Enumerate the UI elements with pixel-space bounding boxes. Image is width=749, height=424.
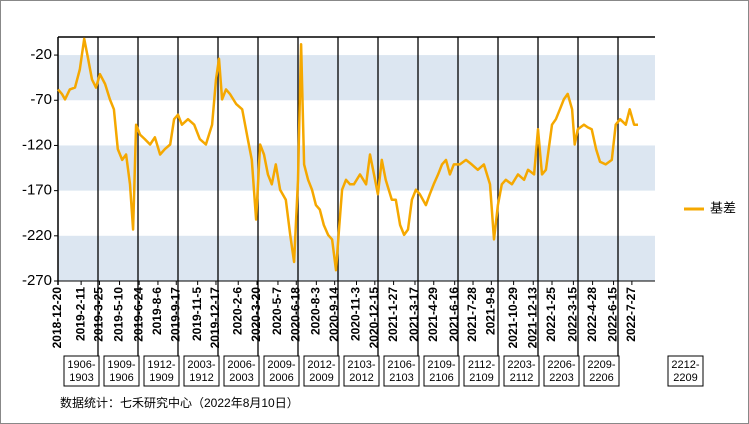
contract-box bbox=[103, 355, 140, 387]
x-tick-label: 2018-12-20 bbox=[50, 287, 64, 349]
x-tick-label: 2020-12-15 bbox=[367, 287, 381, 349]
x-tick-label: 2020-9-14 bbox=[327, 287, 341, 342]
contract-label: 2206-2203 bbox=[547, 359, 575, 384]
x-tick-label: 2019-8-6 bbox=[150, 287, 164, 335]
contract-box bbox=[303, 355, 340, 387]
contract-box bbox=[223, 355, 260, 387]
series-line bbox=[57, 37, 638, 272]
y-tick-label: -270 bbox=[22, 272, 52, 289]
contract-label: 1906-1903 bbox=[67, 359, 95, 384]
contract-box bbox=[343, 355, 380, 387]
contract-box bbox=[183, 355, 220, 387]
y-tick-label: -220 bbox=[22, 227, 52, 244]
contract-box bbox=[63, 355, 100, 387]
x-tick-label: 2019-9-17 bbox=[168, 287, 182, 342]
y-tick-label: -170 bbox=[22, 182, 52, 199]
band bbox=[58, 55, 655, 101]
legend-label: 基差 bbox=[710, 200, 736, 215]
x-tick-label: 2019-5-10 bbox=[112, 287, 126, 342]
x-tick-label: 2019-11-5 bbox=[190, 287, 204, 341]
x-tick-label: 2019-3-25 bbox=[92, 287, 106, 342]
x-tick-label: 2022-6-15 bbox=[606, 287, 620, 342]
contract-box bbox=[503, 355, 540, 387]
x-tick-label: 2021-3-17 bbox=[407, 287, 421, 342]
contract-label: 1912-1909 bbox=[147, 359, 175, 384]
x-tick-label: 2021-9-8 bbox=[484, 287, 498, 335]
x-tick-label: 2020-8-3 bbox=[309, 287, 323, 335]
contract-box bbox=[383, 355, 420, 387]
contract-label: 2212-2209 bbox=[671, 359, 699, 384]
x-tick-label: 2021-1-27 bbox=[386, 287, 400, 342]
x-tick-label: 2020-3-20 bbox=[249, 287, 263, 342]
contract-box bbox=[463, 355, 500, 387]
contract-label: 2006-2003 bbox=[227, 359, 255, 384]
x-tick-label: 2019-2-11 bbox=[73, 287, 87, 341]
contract-label: 2106-2103 bbox=[387, 359, 415, 384]
y-tick-label: -120 bbox=[22, 136, 52, 153]
contract-label: 2009-2006 bbox=[267, 359, 295, 384]
band bbox=[58, 235, 655, 281]
contract-box bbox=[423, 355, 460, 387]
band bbox=[58, 145, 655, 191]
x-tick-label: 2021-10-29 bbox=[506, 287, 520, 349]
contract-label: 2012-2009 bbox=[307, 359, 335, 384]
x-tick-label: 2022-1-25 bbox=[544, 287, 558, 342]
contract-box bbox=[143, 355, 180, 387]
x-tick-label: 2022-7-27 bbox=[624, 287, 638, 342]
contract-label: 2209-2206 bbox=[587, 359, 615, 384]
x-tick-label: 2022-4-28 bbox=[585, 287, 599, 342]
contract-label: 2112-2109 bbox=[468, 359, 496, 384]
x-tick-label: 2022-3-15 bbox=[566, 287, 580, 342]
x-tick-label: 2021-4-29 bbox=[426, 287, 440, 342]
x-tick-label: 2019-12-17 bbox=[208, 287, 222, 349]
x-tick-label: 2020-5-7 bbox=[270, 287, 284, 335]
x-tick-label: 2021-7-28 bbox=[465, 287, 479, 342]
contract-label: 1909-1906 bbox=[107, 359, 135, 384]
contract-label: 2003-1912 bbox=[187, 359, 215, 384]
contract-box bbox=[263, 355, 300, 387]
contract-box bbox=[667, 355, 704, 387]
x-tick-label: 2020-2-6 bbox=[230, 287, 244, 335]
contract-label: 2109-2106 bbox=[427, 359, 455, 384]
contract-box bbox=[543, 355, 580, 387]
x-tick-label: 2021-6-16 bbox=[447, 287, 461, 342]
y-tick-label: -20 bbox=[30, 46, 52, 63]
contract-label: 2203-2112 bbox=[507, 359, 535, 384]
x-tick-label: 2021-12-13 bbox=[525, 287, 539, 349]
source-note: 数据统计：七禾研究中心（2022年8月10日） bbox=[60, 395, 299, 410]
x-tick-label: 2020-11-3 bbox=[349, 287, 363, 341]
contract-box bbox=[583, 355, 620, 387]
y-tick-label: -70 bbox=[30, 91, 52, 108]
x-tick-label: 2020-6-18 bbox=[288, 287, 302, 342]
contract-label: 2103-2012 bbox=[347, 359, 375, 384]
x-tick-label: 2019-6-24 bbox=[131, 287, 145, 342]
